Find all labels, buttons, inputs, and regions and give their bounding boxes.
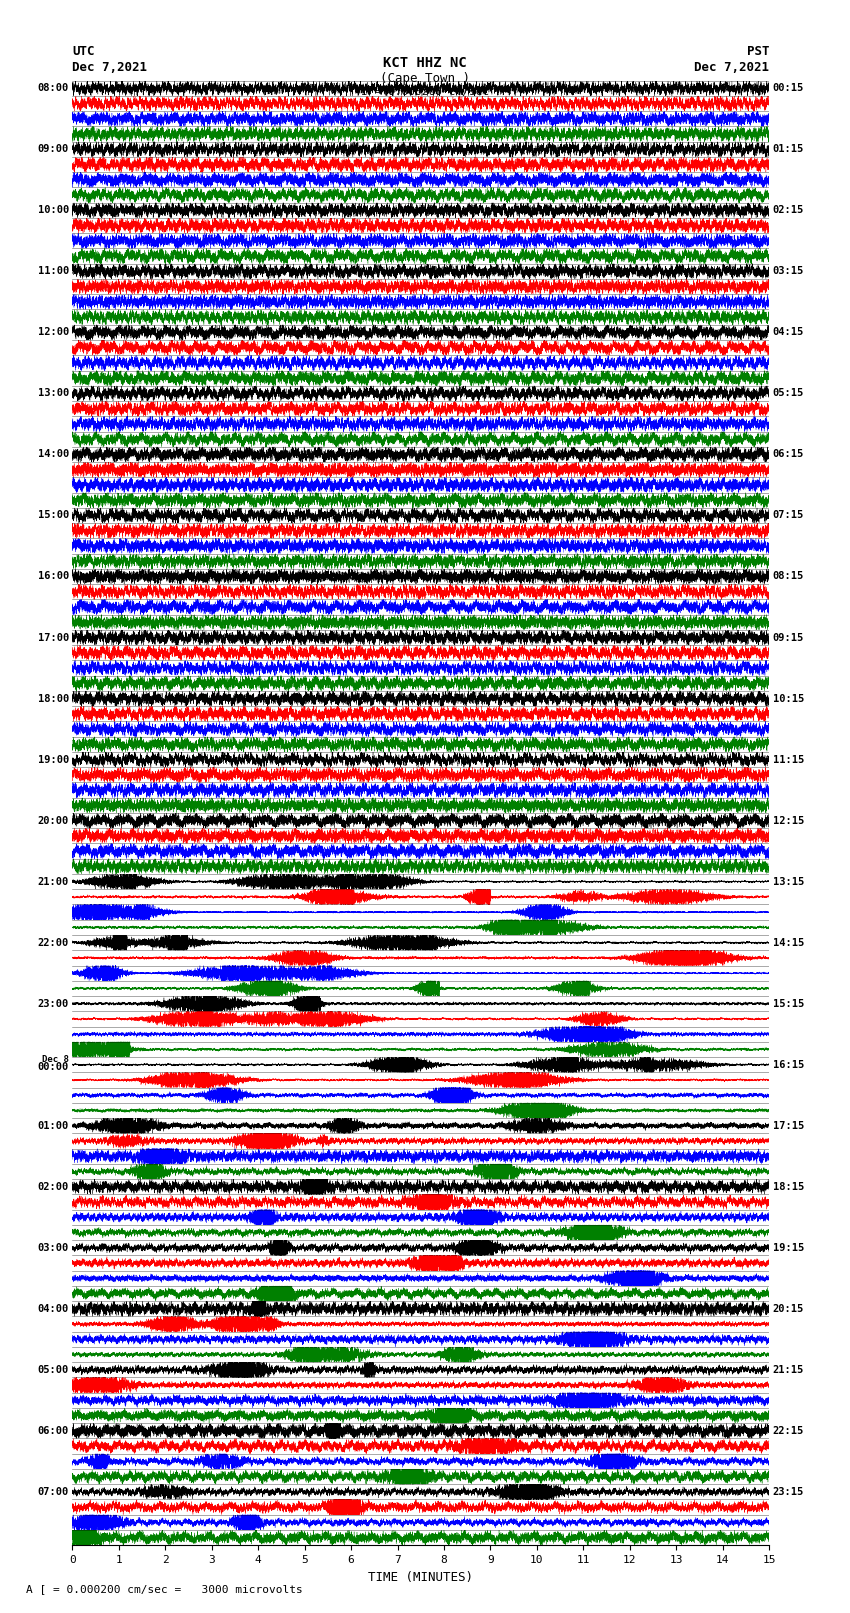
Text: 22:00: 22:00: [37, 937, 69, 947]
Text: 09:15: 09:15: [773, 632, 804, 642]
Text: 14:00: 14:00: [37, 450, 69, 460]
Text: 00:00: 00:00: [37, 1061, 69, 1073]
Text: Dec 8: Dec 8: [42, 1055, 69, 1065]
Text: 03:15: 03:15: [773, 266, 804, 276]
Text: 04:15: 04:15: [773, 327, 804, 337]
Text: 21:15: 21:15: [773, 1365, 804, 1374]
Text: Dec 7,2021: Dec 7,2021: [72, 61, 147, 74]
Text: 20:15: 20:15: [773, 1303, 804, 1313]
Text: 12:15: 12:15: [773, 816, 804, 826]
Text: 17:00: 17:00: [37, 632, 69, 642]
Text: (Cape Town ): (Cape Town ): [380, 71, 470, 85]
Text: 18:00: 18:00: [37, 694, 69, 703]
Text: 23:00: 23:00: [37, 998, 69, 1008]
Text: 12:00: 12:00: [37, 327, 69, 337]
Text: 15:00: 15:00: [37, 510, 69, 521]
Text: 21:00: 21:00: [37, 876, 69, 887]
Text: 07:00: 07:00: [37, 1487, 69, 1497]
Text: PST: PST: [747, 45, 769, 58]
Text: 17:15: 17:15: [773, 1121, 804, 1131]
Text: 10:15: 10:15: [773, 694, 804, 703]
Text: 06:15: 06:15: [773, 450, 804, 460]
Text: 19:00: 19:00: [37, 755, 69, 765]
Text: UTC: UTC: [72, 45, 94, 58]
Text: 11:15: 11:15: [773, 755, 804, 765]
Text: 04:00: 04:00: [37, 1303, 69, 1313]
Text: 16:15: 16:15: [773, 1060, 804, 1069]
Text: 18:15: 18:15: [773, 1182, 804, 1192]
Text: 06:00: 06:00: [37, 1426, 69, 1436]
Text: 15:15: 15:15: [773, 998, 804, 1008]
Text: A [ = 0.000200 cm/sec =   3000 microvolts: A [ = 0.000200 cm/sec = 3000 microvolts: [26, 1584, 303, 1594]
Text: 03:00: 03:00: [37, 1242, 69, 1253]
Text: 13:00: 13:00: [37, 389, 69, 398]
X-axis label: TIME (MINUTES): TIME (MINUTES): [368, 1571, 473, 1584]
Text: Dec 7,2021: Dec 7,2021: [694, 61, 769, 74]
Text: 22:15: 22:15: [773, 1426, 804, 1436]
Text: 01:00: 01:00: [37, 1121, 69, 1131]
Text: 19:15: 19:15: [773, 1242, 804, 1253]
Text: KCT HHZ NC: KCT HHZ NC: [383, 56, 467, 69]
Text: 05:00: 05:00: [37, 1365, 69, 1374]
Text: 00:15: 00:15: [773, 84, 804, 94]
Text: 23:15: 23:15: [773, 1487, 804, 1497]
Text: 07:15: 07:15: [773, 510, 804, 521]
Text: 08:15: 08:15: [773, 571, 804, 581]
Text: 01:15: 01:15: [773, 144, 804, 155]
Text: 05:15: 05:15: [773, 389, 804, 398]
Text: 09:00: 09:00: [37, 144, 69, 155]
Text: 14:15: 14:15: [773, 937, 804, 947]
Text: 08:00: 08:00: [37, 84, 69, 94]
Text: 02:00: 02:00: [37, 1182, 69, 1192]
Text: 20:00: 20:00: [37, 816, 69, 826]
Text: I = 0.000200 cm/sec: I = 0.000200 cm/sec: [361, 87, 489, 97]
Text: 10:00: 10:00: [37, 205, 69, 215]
Text: 13:15: 13:15: [773, 876, 804, 887]
Text: 02:15: 02:15: [773, 205, 804, 215]
Text: 16:00: 16:00: [37, 571, 69, 581]
Text: 11:00: 11:00: [37, 266, 69, 276]
